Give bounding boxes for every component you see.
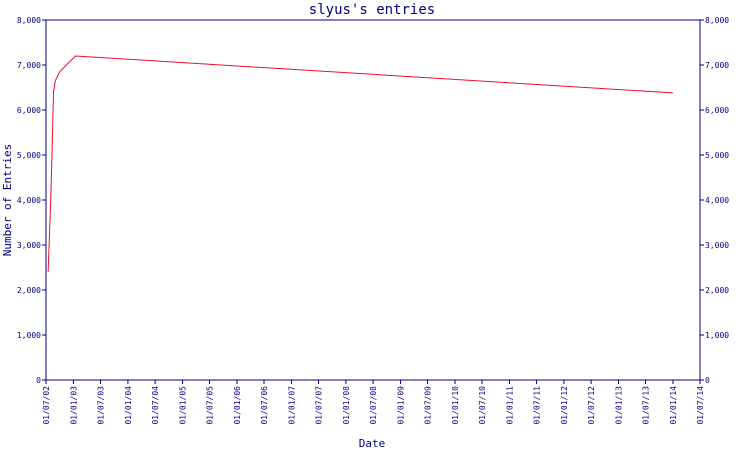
x-tick-label: 01/07/12 [587,386,596,425]
x-tick-label: 01/01/13 [615,386,624,425]
series-layer [47,55,674,273]
left-y-tick-label: 7,000 [17,61,41,70]
x-tick-label: 01/01/09 [397,386,406,425]
x-tick-label: 01/07/05 [206,386,215,425]
x-tick-label: 01/07/04 [151,386,160,425]
right-y-tick-label: 3,000 [705,241,729,250]
x-tick-label: 01/01/10 [451,386,460,425]
x-tick-label: 01/07/03 [96,386,105,425]
right-y-tick-label: 8,000 [705,16,729,25]
x-ticks: 01/07/02 01/01/03 01/07/03 01/01/04 01/07/04… [42,380,705,425]
left-y-tick-label: 3,000 [17,241,41,250]
entries-series-line [47,55,674,273]
x-tick-label: 01/07/13 [642,386,651,425]
chart-title: slyus's entries [309,2,435,18]
left-y-tick-label: 8,000 [17,16,41,25]
right-y-tick-label: 1,000 [705,331,729,340]
x-tick-label: 01/01/11 [505,386,514,425]
x-tick-label: 01/07/07 [314,386,323,425]
left-y-tick-label: 0 [36,376,41,385]
right-y-tick-label: 4,000 [705,196,729,205]
right-y-ticks: 0 1,000 2,000 3,000 4,000 5,000 6,000 7,000 8,00… [700,16,729,385]
x-tick-label: 01/07/02 [42,386,51,425]
left-y-tick-label: 5,000 [17,151,41,160]
x-tick-label: 01/07/06 [260,386,269,425]
x-tick-label: 01/01/07 [287,386,296,425]
right-y-tick-label: 5,000 [705,151,729,160]
x-axis-label: Date [359,437,386,450]
x-tick-label: 01/01/05 [179,386,188,425]
x-tick-label: 01/01/14 [669,386,678,425]
left-y-tick-label: 2,000 [17,286,41,295]
right-y-tick-label: 0 [705,376,710,385]
x-tick-label: 01/07/08 [369,386,378,425]
right-y-tick-label: 6,000 [705,106,729,115]
x-tick-label: 01/01/08 [342,386,351,425]
x-tick-label: 01/01/06 [233,386,242,425]
left-y-tick-label: 6,000 [17,106,41,115]
x-tick-label: 01/07/14 [696,386,705,425]
left-y-tick-label: 4,000 [17,196,41,205]
left-y-ticks: 0 1,000 2,000 3,000 4,000 5,000 6,000 7,000 8,00… [17,16,46,385]
right-y-tick-label: 7,000 [705,61,729,70]
x-tick-label: 01/01/04 [124,386,133,425]
x-tick-label: 01/07/11 [532,386,541,425]
right-y-tick-label: 2,000 [705,286,729,295]
x-tick-label: 01/07/10 [478,386,487,425]
x-tick-label: 01/01/12 [560,386,569,425]
left-y-tick-label: 1,000 [17,331,41,340]
y-axis-label: Number of Entries [1,144,14,257]
x-tick-label: 01/01/03 [69,386,78,425]
x-tick-label: 01/07/09 [424,386,433,425]
